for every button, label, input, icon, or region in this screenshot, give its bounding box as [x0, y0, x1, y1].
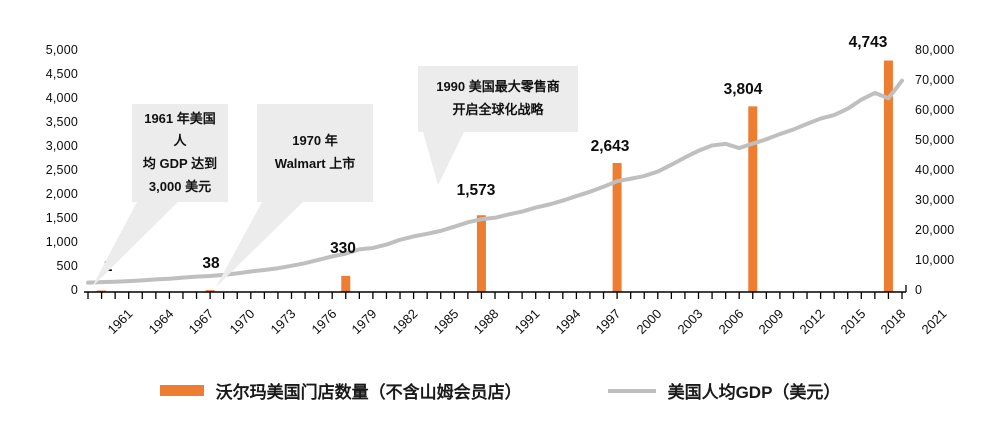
bar-value-label: 3,804: [723, 81, 763, 98]
left-axis-tick: 3,500: [45, 115, 78, 129]
left-axis-tick: 4,000: [45, 91, 78, 105]
right-axis-tick: 70,000: [915, 73, 955, 87]
callout-1990-globalization: 1990 美国最大零售商 开启全球化战略: [418, 66, 578, 132]
right-axis-tick: 80,000: [915, 43, 955, 57]
bar-1980: [341, 275, 351, 292]
callout-line: 1961 年美国人: [144, 110, 216, 149]
callout-1970-walmart-ipo: 1970 年 Walmart 上市: [257, 104, 373, 202]
legend-label-stores: 沃尔玛美国门店数量（不含山姆会员店）: [215, 383, 522, 402]
right-axis-tick: 40,000: [915, 163, 955, 177]
callout-line: 3,000 美元: [148, 178, 212, 194]
right-axis-tick: 30,000: [915, 193, 955, 207]
bar-value-label: 1,573: [456, 182, 496, 199]
bar-2000: [612, 163, 622, 292]
bar-2010: [748, 106, 758, 292]
left-axis-tick: 2,500: [45, 163, 78, 177]
bar-value-label: 330: [330, 240, 356, 257]
callout-line: 1990 美国最大零售商: [436, 79, 560, 95]
bar-value-label: 4,743: [848, 34, 888, 51]
legend-item-gdp[interactable]: 美国人均GDP（美元）: [607, 378, 841, 403]
right-axis-tick: 0: [915, 283, 923, 297]
left-axis-tick: 1,000: [45, 235, 78, 249]
bar-1970: [205, 290, 215, 292]
bars-layer: [97, 60, 893, 293]
left-axis-tick: 3,000: [45, 139, 78, 153]
x-axis-line-and-ticks: [84, 285, 907, 299]
legend-item-stores[interactable]: 沃尔玛美国门店数量（不含山姆会员店）: [159, 378, 522, 403]
left-axis-tick: 5,000: [45, 43, 78, 57]
right-axis-tick: 10,000: [915, 253, 955, 267]
right-axis-tick: 50,000: [915, 133, 955, 147]
left-axis-tick: 2,000: [45, 187, 78, 201]
callout-line: 开启全球化战略: [452, 102, 544, 117]
right-axis-tick: 20,000: [915, 223, 955, 237]
left-axis-tick: 0: [70, 283, 78, 297]
callout-line: 均 GDP 达到: [142, 156, 218, 171]
bar-value-label: 2,643: [590, 138, 630, 155]
left-axis-tick: 500: [56, 259, 78, 273]
callout-1961-gdp: 1961 年美国人 均 GDP 达到 3,000 美元: [132, 104, 228, 202]
left-axis-tick: 4,500: [45, 67, 78, 81]
callout-line: Walmart 上市: [274, 156, 356, 171]
right-axis-tick: 60,000: [915, 103, 955, 117]
bar-1962: [97, 290, 107, 292]
chart-legend: 沃尔玛美国门店数量（不含山姆会员店） 美国人均GDP（美元）: [0, 378, 1000, 403]
bar-2020: [883, 60, 893, 293]
bar-1990: [476, 215, 486, 292]
callout-line: 1970 年: [292, 133, 338, 149]
bar-value-label: 38: [202, 255, 220, 272]
left-axis-tick: 1,500: [45, 211, 78, 225]
bar-value-label: 1: [103, 258, 113, 275]
legend-line-swatch-icon: [607, 388, 656, 393]
legend-label-gdp: 美国人均GDP（美元）: [667, 383, 841, 402]
legend-bar-swatch-icon: [159, 385, 204, 396]
